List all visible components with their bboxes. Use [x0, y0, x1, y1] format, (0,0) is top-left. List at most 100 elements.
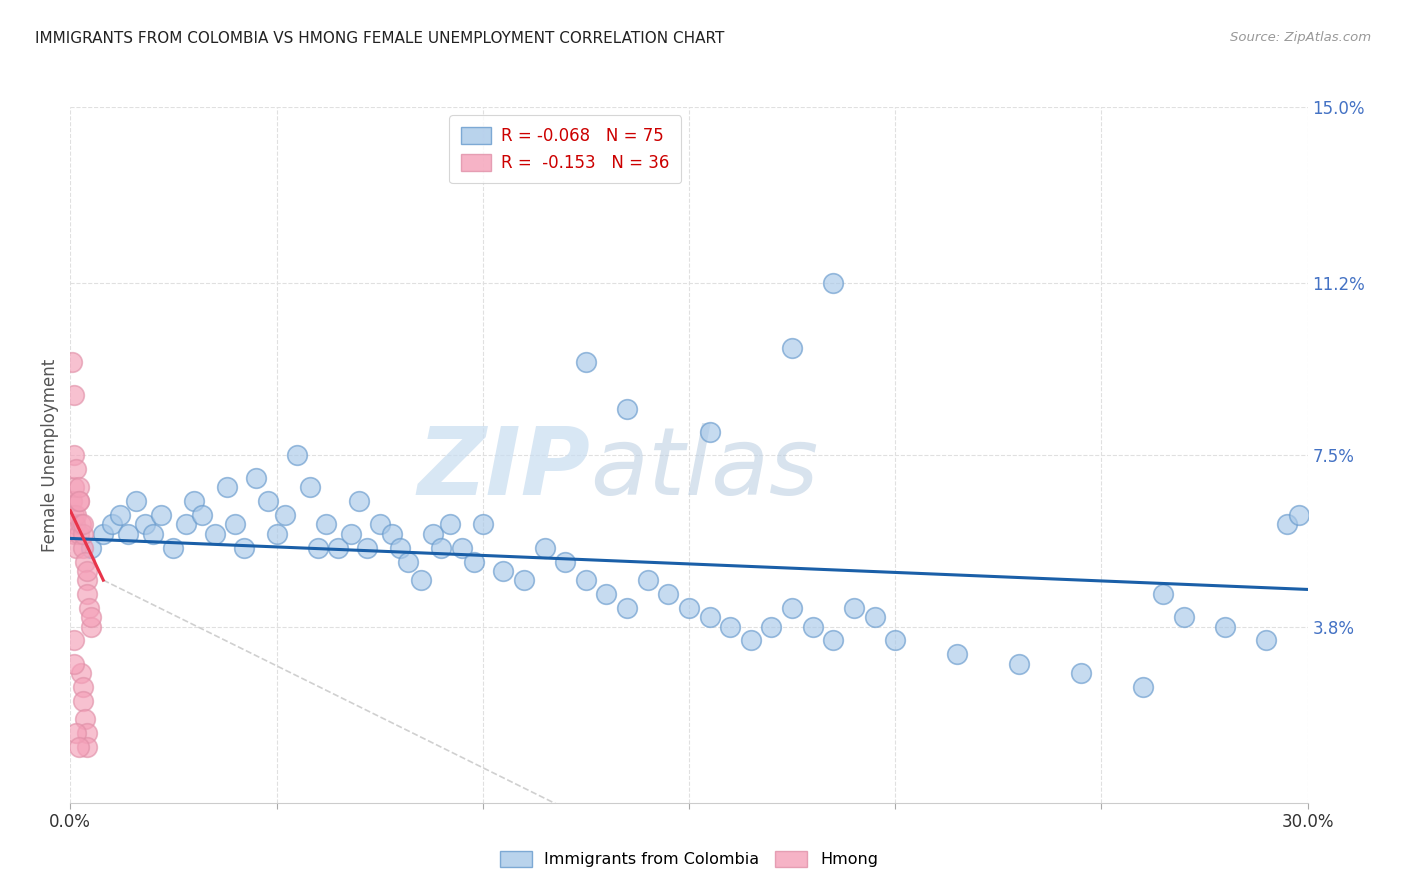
Point	[63, 526, 86, 541]
Point	[780, 341, 803, 355]
Point	[1070, 665, 1092, 680]
Point	[80, 619, 103, 633]
Text: IMMIGRANTS FROM COLOMBIA VS HMONG FEMALE UNEMPLOYMENT CORRELATION CHART: IMMIGRANTS FROM COLOMBIA VS HMONG FEMALE…	[35, 31, 724, 46]
Point	[134, 517, 156, 532]
Point	[72, 680, 94, 694]
Point	[554, 555, 576, 569]
Point	[67, 740, 90, 755]
Point	[315, 517, 337, 532]
Point	[72, 694, 94, 708]
Point	[67, 494, 90, 508]
Point	[80, 610, 103, 624]
Point	[595, 587, 617, 601]
Point	[76, 587, 98, 601]
Point	[616, 601, 638, 615]
Point	[142, 526, 165, 541]
Point	[1173, 610, 1195, 624]
Point	[842, 601, 865, 615]
Point	[69, 517, 91, 532]
Point	[339, 526, 361, 541]
Point	[80, 541, 103, 555]
Point	[76, 726, 98, 740]
Point	[575, 355, 598, 369]
Point	[801, 619, 824, 633]
Point	[60, 355, 83, 369]
Point	[307, 541, 329, 555]
Point	[884, 633, 907, 648]
Point	[73, 712, 96, 726]
Point	[266, 526, 288, 541]
Point	[463, 555, 485, 569]
Legend: R = -0.068   N = 75, R =  -0.153   N = 36: R = -0.068 N = 75, R = -0.153 N = 36	[450, 115, 681, 184]
Point	[63, 657, 86, 671]
Point	[63, 387, 86, 401]
Point	[699, 610, 721, 624]
Point	[77, 601, 100, 615]
Point	[298, 480, 321, 494]
Point	[389, 541, 412, 555]
Point	[381, 526, 404, 541]
Point	[398, 555, 420, 569]
Point	[471, 517, 494, 532]
Point	[439, 517, 461, 532]
Point	[780, 601, 803, 615]
Point	[823, 277, 845, 291]
Point	[245, 471, 267, 485]
Point	[1008, 657, 1031, 671]
Point	[65, 541, 87, 555]
Point	[174, 517, 197, 532]
Point	[65, 517, 87, 532]
Point	[678, 601, 700, 615]
Text: ZIP: ZIP	[418, 423, 591, 515]
Point	[100, 517, 122, 532]
Point	[823, 633, 845, 648]
Point	[65, 726, 87, 740]
Point	[356, 541, 378, 555]
Point	[657, 587, 679, 601]
Point	[204, 526, 226, 541]
Point	[65, 462, 87, 476]
Point	[1152, 587, 1174, 601]
Point	[76, 564, 98, 578]
Text: atlas: atlas	[591, 424, 818, 515]
Point	[1256, 633, 1278, 648]
Point	[215, 480, 238, 494]
Point	[69, 665, 91, 680]
Point	[285, 448, 308, 462]
Point	[451, 541, 474, 555]
Point	[72, 526, 94, 541]
Point	[347, 494, 370, 508]
Point	[117, 526, 139, 541]
Point	[65, 508, 87, 523]
Point	[183, 494, 205, 508]
Point	[76, 740, 98, 755]
Point	[150, 508, 173, 523]
Point	[67, 480, 90, 494]
Point	[73, 555, 96, 569]
Point	[63, 480, 86, 494]
Point	[946, 648, 969, 662]
Point	[430, 541, 453, 555]
Point	[62, 508, 84, 523]
Point	[533, 541, 555, 555]
Point	[863, 610, 886, 624]
Point	[409, 573, 432, 587]
Point	[224, 517, 246, 532]
Point	[1213, 619, 1236, 633]
Point	[60, 494, 83, 508]
Point	[513, 573, 536, 587]
Point	[368, 517, 391, 532]
Point	[62, 633, 84, 648]
Point	[761, 619, 783, 633]
Point	[1275, 517, 1298, 532]
Point	[1288, 508, 1310, 523]
Point	[63, 448, 86, 462]
Point	[108, 508, 131, 523]
Point	[718, 619, 741, 633]
Point	[191, 508, 214, 523]
Legend: Immigrants from Colombia, Hmong: Immigrants from Colombia, Hmong	[492, 843, 886, 875]
Point	[91, 526, 114, 541]
Y-axis label: Female Unemployment: Female Unemployment	[41, 359, 59, 551]
Point	[637, 573, 659, 587]
Point	[575, 573, 598, 587]
